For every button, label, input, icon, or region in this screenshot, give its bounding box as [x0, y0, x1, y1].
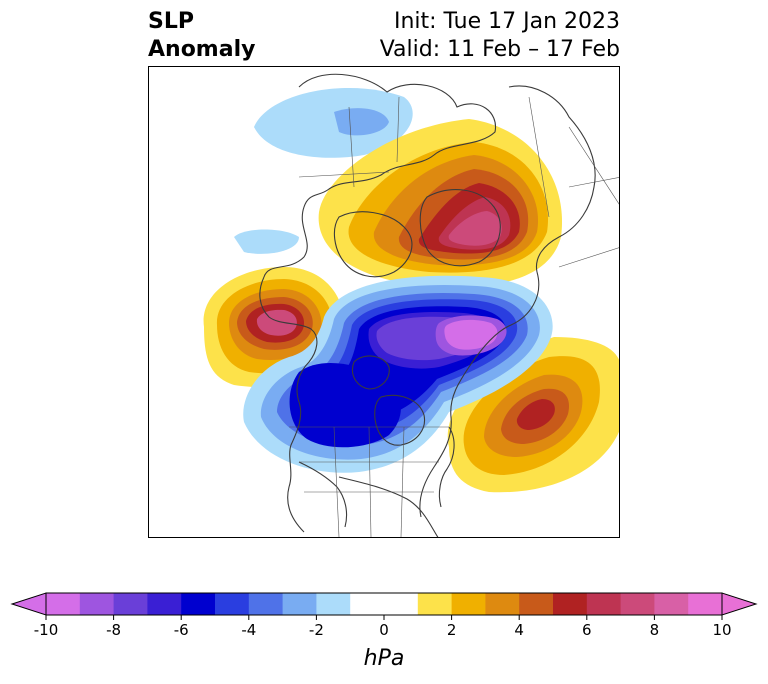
colorbar-tick-label: -2: [309, 621, 324, 639]
colorbar-tick-label: -10: [34, 621, 59, 639]
colorbar-segment: [417, 593, 453, 615]
colorbar-tick-label: -6: [174, 621, 189, 639]
colorbar-segment: [553, 593, 588, 615]
colorbar-segment: [79, 593, 115, 615]
colorbar-segment: [451, 593, 486, 615]
colorbar: -10 -8 -6 -4 -2 0 2 4 6 8 10: [10, 592, 758, 639]
colorbar-tick-label: 2: [447, 621, 457, 639]
anomaly-map: [149, 67, 619, 537]
coastlines: [259, 73, 596, 537]
colorbar-tick-label: 0: [379, 621, 389, 639]
colorbar-extend-max: [721, 592, 758, 616]
colorbar-segment: [316, 593, 351, 615]
colorbar-segment: [654, 593, 689, 615]
colorbar-segment: [215, 593, 250, 615]
colorbar-tick-label: 4: [514, 621, 524, 639]
colorbar-segment: [181, 593, 216, 615]
colorbar-units-label: hPa: [363, 646, 405, 671]
title-left: SLP Anomaly: [148, 8, 255, 64]
colorbar-segment: [519, 593, 554, 615]
title-subtitle: Anomaly: [148, 37, 256, 62]
colorbar-tick-label: 10: [712, 621, 731, 639]
colorbar-segment: [46, 593, 81, 615]
colorbar-segment: [485, 593, 520, 615]
valid-range: Valid: 11 Feb – 17 Feb: [379, 37, 620, 62]
title-variable: SLP: [148, 9, 194, 34]
colorbar-tick-label: 8: [650, 621, 660, 639]
map-panel: [148, 66, 620, 538]
negative-anomaly-western-canada: [289, 362, 401, 448]
colorbar-segment: [620, 593, 655, 615]
colorbar-segment: [147, 593, 182, 615]
colorbar-segment: [350, 593, 385, 615]
colorbar-tick-label: -4: [241, 621, 256, 639]
colorbar-segment: [586, 593, 622, 615]
colorbar-segment: [248, 593, 284, 615]
colorbar-segment: [282, 593, 317, 615]
colorbar-segment: [113, 593, 148, 615]
colorbar-segment: [688, 593, 723, 615]
positive-anomaly-alaska: [203, 267, 345, 388]
political-borders: [289, 96, 619, 537]
init-date: Init: Tue 17 Jan 2023: [393, 9, 620, 34]
title-right: Init: Tue 17 Jan 2023 Valid: 11 Feb – 17…: [380, 8, 620, 64]
colorbar-extend-min: [10, 592, 47, 616]
colorbar-segment: [384, 593, 419, 615]
negative-anomaly-siberia: [234, 88, 413, 254]
colorbar-tick-label: -8: [106, 621, 121, 639]
colorbar-tick-label: 6: [582, 621, 592, 639]
